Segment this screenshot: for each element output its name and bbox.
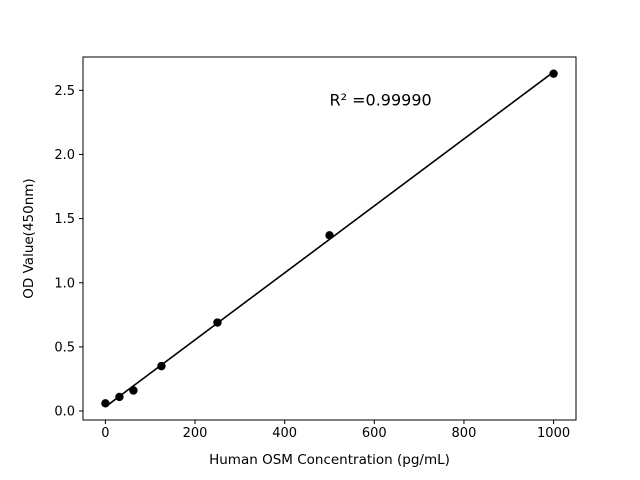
y-tick-label: 1.5 bbox=[54, 212, 75, 227]
r-squared-annotation: R² =0.99990 bbox=[330, 91, 432, 110]
data-point bbox=[213, 318, 222, 327]
data-point bbox=[325, 231, 334, 240]
plot-frame bbox=[82, 56, 577, 421]
x-tick-label: 200 bbox=[183, 426, 208, 441]
y-tick-label: 2.5 bbox=[54, 84, 75, 99]
x-tick-label: 0 bbox=[101, 426, 109, 441]
data-point bbox=[129, 386, 138, 395]
data-point bbox=[549, 69, 558, 78]
x-tick-label: 1000 bbox=[537, 426, 570, 441]
y-axis-label: OD Value(450nm) bbox=[21, 178, 37, 298]
data-point bbox=[157, 361, 166, 371]
x-tick-label: 400 bbox=[272, 426, 297, 441]
y-tick-label: 1.0 bbox=[54, 276, 75, 291]
x-tick-label: 800 bbox=[452, 426, 477, 441]
y-tick-label: 2.0 bbox=[54, 148, 75, 163]
x-axis-label: Human OSM Concentration (pg/mL) bbox=[209, 452, 450, 468]
y-tick-label: 0.0 bbox=[54, 405, 75, 420]
y-tick-label: 0.5 bbox=[54, 340, 75, 355]
data-point bbox=[101, 399, 110, 408]
x-tick-label: 600 bbox=[362, 426, 387, 441]
data-point bbox=[115, 392, 124, 402]
